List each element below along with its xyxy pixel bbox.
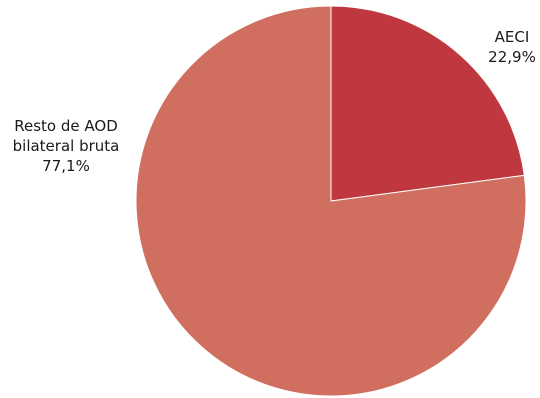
- pie-labels: AECI 22,9% Resto de AOD bilateral bruta 77,1…: [13, 28, 536, 175]
- resto-aod-slice-label-2: bilateral bruta: [13, 137, 120, 155]
- resto-aod-slice-label-1: Resto de AOD: [14, 117, 118, 135]
- aeci-value-label: 22,9%: [488, 48, 536, 66]
- pie-slices: [135, 5, 527, 397]
- aeci-slice-label-1: AECI: [495, 28, 530, 46]
- resto-aod-value-label: 77,1%: [42, 157, 90, 175]
- pie-slice-resto-aod: [135, 5, 527, 397]
- pie-slice-aeci: [330, 5, 525, 202]
